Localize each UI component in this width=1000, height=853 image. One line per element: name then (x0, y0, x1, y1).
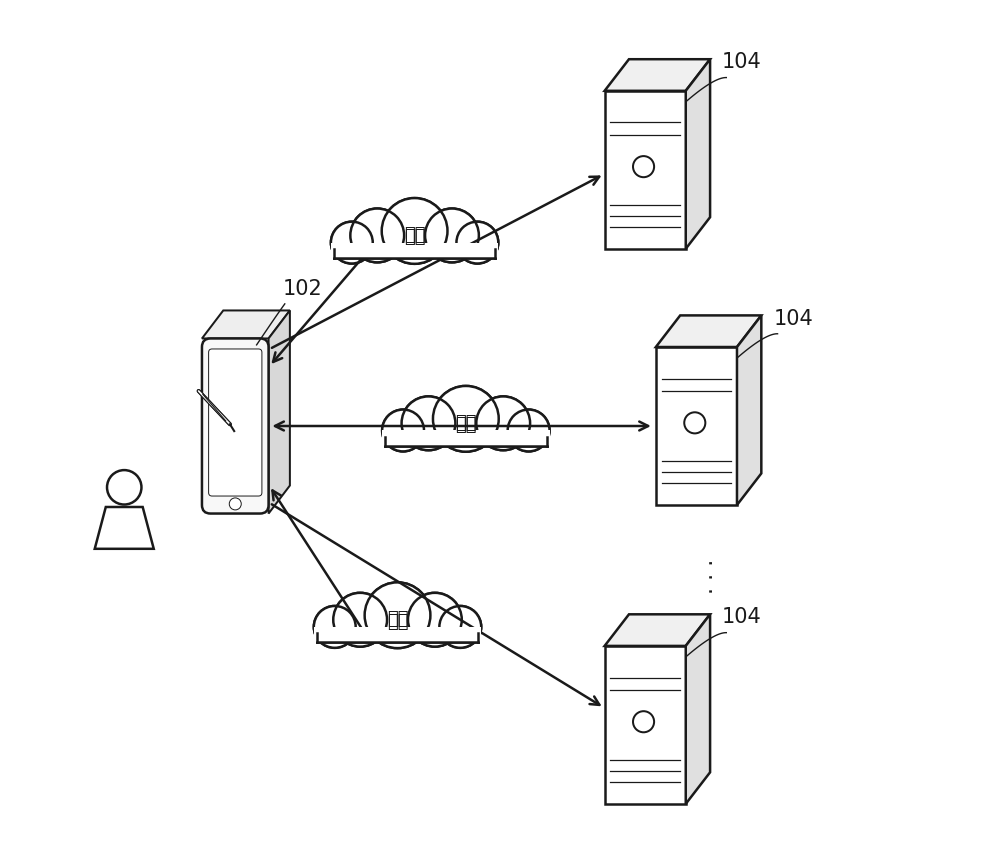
Polygon shape (314, 627, 481, 642)
Polygon shape (202, 311, 290, 339)
FancyBboxPatch shape (202, 339, 269, 514)
Circle shape (633, 711, 654, 733)
Polygon shape (605, 614, 710, 647)
Circle shape (350, 209, 404, 263)
Circle shape (508, 410, 550, 452)
Circle shape (365, 583, 430, 648)
Polygon shape (331, 243, 498, 258)
Circle shape (365, 583, 430, 648)
Text: 网络: 网络 (404, 225, 425, 244)
Circle shape (408, 593, 462, 647)
Text: 102: 102 (282, 278, 322, 299)
Polygon shape (315, 591, 480, 642)
Text: 网络: 网络 (455, 415, 477, 434)
Circle shape (433, 386, 499, 452)
Circle shape (331, 223, 373, 264)
Polygon shape (269, 311, 290, 514)
Polygon shape (605, 60, 710, 91)
Polygon shape (656, 348, 737, 505)
Circle shape (408, 593, 462, 647)
Text: · · ·: · · · (703, 558, 723, 594)
Circle shape (439, 606, 481, 648)
Text: 104: 104 (773, 308, 813, 328)
Circle shape (350, 209, 404, 263)
Polygon shape (332, 207, 497, 258)
Circle shape (229, 498, 241, 510)
Circle shape (382, 199, 447, 264)
Circle shape (633, 157, 654, 178)
FancyBboxPatch shape (209, 350, 262, 496)
Circle shape (425, 209, 479, 263)
Circle shape (314, 606, 356, 648)
Text: 104: 104 (722, 606, 762, 627)
Polygon shape (686, 614, 710, 804)
Circle shape (476, 397, 530, 450)
Circle shape (508, 410, 550, 452)
Circle shape (456, 223, 498, 264)
Circle shape (476, 397, 530, 450)
Circle shape (402, 397, 455, 450)
Polygon shape (605, 647, 686, 804)
Polygon shape (605, 91, 686, 249)
Circle shape (439, 606, 481, 648)
Polygon shape (686, 60, 710, 249)
Circle shape (382, 410, 424, 452)
Text: 104: 104 (722, 52, 762, 73)
Polygon shape (384, 395, 548, 446)
Circle shape (333, 593, 387, 647)
Circle shape (382, 410, 424, 452)
Circle shape (433, 386, 499, 452)
Polygon shape (382, 431, 550, 446)
Text: 网络: 网络 (387, 612, 408, 630)
Circle shape (331, 223, 373, 264)
Circle shape (333, 593, 387, 647)
Circle shape (456, 223, 498, 264)
Polygon shape (737, 316, 761, 505)
Circle shape (684, 413, 705, 434)
Text: 网络: 网络 (387, 609, 408, 628)
Text: 网络: 网络 (455, 413, 477, 432)
Circle shape (402, 397, 455, 450)
Text: 网络: 网络 (404, 228, 425, 247)
Polygon shape (656, 316, 761, 348)
Circle shape (425, 209, 479, 263)
Circle shape (382, 199, 447, 264)
Circle shape (314, 606, 356, 648)
